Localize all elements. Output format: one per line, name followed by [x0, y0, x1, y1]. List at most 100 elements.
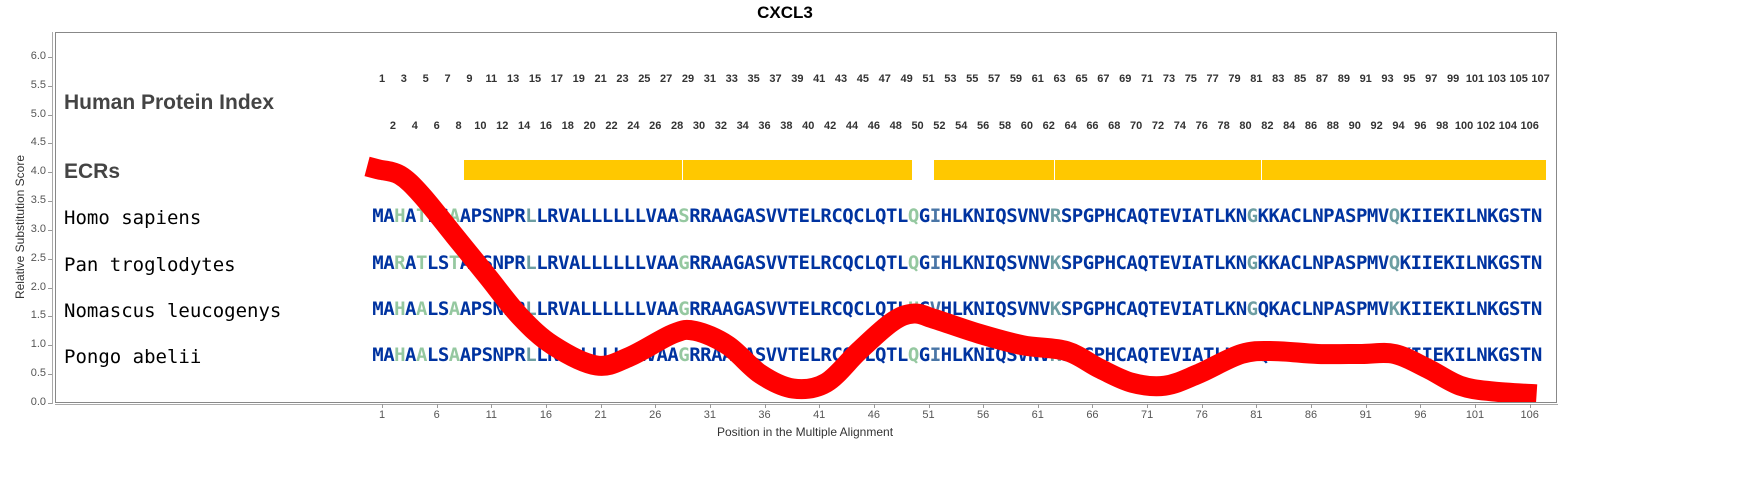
protein-index-number: 103	[1487, 73, 1507, 85]
protein-index-number: 6	[433, 120, 440, 132]
protein-index-number: 24	[627, 120, 640, 132]
protein-index-number: 18	[561, 120, 574, 132]
y-tick-label: 6.0	[30, 49, 46, 62]
protein-index-number: 98	[1436, 120, 1449, 132]
protein-index-number: 97	[1425, 73, 1438, 85]
x-tick-mark	[1037, 404, 1039, 408]
x-tick-mark	[600, 404, 602, 408]
protein-index-number: 91	[1359, 73, 1372, 85]
human-protein-index-label: Human Protein Index	[64, 91, 275, 114]
protein-index-number: 53	[944, 73, 957, 85]
protein-index-number: 56	[977, 120, 990, 132]
protein-index-number: 27	[660, 73, 673, 85]
y-tick-mark	[48, 56, 52, 58]
x-tick-mark	[655, 404, 657, 408]
ecr-bar	[934, 160, 1054, 180]
y-tick-label: 5.5	[30, 78, 46, 91]
ecr-bar	[1054, 160, 1262, 180]
protein-index-number: 32	[714, 120, 727, 132]
protein-index-number: 11	[485, 73, 498, 85]
ecr-bar	[1393, 160, 1546, 180]
x-tick-label: 21	[594, 409, 607, 421]
protein-index-number: 82	[1261, 120, 1274, 132]
y-tick-mark	[48, 258, 52, 260]
protein-index-number: 7	[444, 73, 451, 85]
y-tick-label: 2.5	[30, 251, 46, 264]
x-tick-label: 41	[813, 409, 826, 421]
protein-index-number: 63	[1053, 73, 1066, 85]
y-tick-label: 0.0	[30, 396, 46, 408]
protein-index-number: 74	[1173, 120, 1186, 132]
protein-index-number: 66	[1086, 120, 1099, 132]
protein-index-number: 107	[1531, 73, 1550, 85]
x-tick-label: 101	[1465, 409, 1485, 421]
y-tick-label: 1.5	[30, 309, 46, 322]
species-label: Pongo abelii	[64, 346, 202, 368]
protein-index-number: 12	[496, 120, 509, 132]
x-tick-label: 71	[1140, 409, 1154, 421]
y-tick-mark	[48, 374, 52, 376]
protein-index-number: 79	[1228, 73, 1241, 85]
x-tick-label: 36	[758, 409, 771, 421]
protein-index-number: 1	[378, 73, 386, 85]
protein-index-number: 60	[1020, 120, 1033, 132]
x-tick-mark	[1475, 404, 1476, 408]
y-tick-label: 4.0	[30, 165, 46, 178]
protein-index-number: 73	[1162, 73, 1176, 85]
y-tick-mark	[48, 114, 52, 116]
x-axis	[55, 404, 1558, 405]
x-tick-label: 46	[867, 409, 880, 421]
y-tick-mark	[48, 229, 52, 231]
y-tick-mark	[48, 403, 52, 404]
protein-index-number: 71	[1140, 73, 1154, 85]
x-tick-label: 56	[977, 409, 990, 421]
protein-index-number: 78	[1217, 120, 1230, 132]
protein-index-number: 16	[539, 120, 553, 132]
x-tick-label: 31	[703, 409, 717, 421]
x-tick-mark	[436, 404, 438, 408]
protein-index-number: 5	[422, 73, 429, 85]
protein-index-number: 50	[911, 120, 924, 132]
x-tick-mark	[491, 404, 493, 408]
protein-index-number: 85	[1293, 73, 1307, 85]
protein-index-number: 21	[594, 73, 607, 85]
species-label: Homo sapiens	[64, 207, 202, 229]
x-tick-mark	[709, 404, 711, 408]
y-tick-label: 3.0	[30, 222, 46, 235]
protein-index-number: 47	[878, 73, 891, 85]
protein-index-number: 28	[670, 120, 684, 132]
protein-index-number: 102	[1476, 120, 1496, 132]
protein-index-number: 65	[1075, 73, 1088, 85]
plot-area	[55, 32, 1557, 403]
protein-index-number: 101	[1465, 73, 1485, 85]
protein-index-number: 36	[758, 120, 771, 132]
protein-index-number: 22	[605, 120, 618, 132]
protein-index-number: 62	[1042, 120, 1055, 132]
protein-index-number: 58	[998, 120, 1012, 132]
protein-index-number: 40	[802, 120, 815, 132]
protein-index-number: 42	[824, 120, 837, 132]
protein-index-number: 8	[455, 120, 462, 132]
y-tick-mark	[48, 143, 52, 145]
residue: N	[1530, 344, 1543, 366]
x-tick-label: 51	[922, 409, 935, 421]
protein-index-number: 23	[616, 73, 629, 85]
y-tick-label: 4.5	[30, 136, 46, 149]
x-tick-mark	[928, 404, 930, 408]
protein-index-number: 41	[813, 73, 826, 85]
y-tick-mark	[48, 345, 52, 347]
y-tick-label: 5.0	[30, 107, 46, 120]
x-tick-mark	[1201, 404, 1203, 408]
protein-index-number: 92	[1370, 120, 1383, 132]
species-label: Nomascus leucogenys	[64, 300, 282, 322]
protein-index-number: 30	[692, 120, 706, 132]
x-tick-label: 86	[1304, 409, 1318, 421]
protein-index-number: 77	[1206, 73, 1219, 85]
x-tick-label: 106	[1520, 409, 1539, 421]
protein-index-number: 39	[791, 73, 804, 85]
x-tick-mark	[382, 404, 383, 408]
protein-index-number: 83	[1272, 73, 1285, 85]
ecr-bar	[1262, 160, 1393, 180]
protein-index-number: 25	[638, 73, 651, 85]
x-tick-label: 81	[1250, 409, 1263, 421]
